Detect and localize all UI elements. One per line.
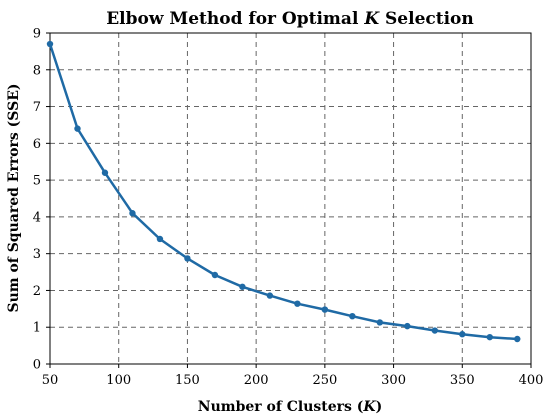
x-tick-label: 150 [175, 373, 200, 388]
y-tick-label: 9 [33, 27, 41, 42]
data-point [349, 312, 356, 320]
grid-lines [50, 33, 531, 364]
data-point [101, 169, 109, 176]
data-point [431, 327, 438, 334]
data-point [211, 271, 219, 279]
y-tick-label: 7 [33, 100, 41, 115]
y-tick-label: 0 [33, 358, 41, 373]
y-tick-label: 6 [33, 137, 41, 152]
chart-title: Elbow Method for Optimal K Selection [106, 9, 474, 29]
x-tick-label: 400 [519, 373, 544, 388]
plot-frame [49, 32, 532, 365]
data-point [239, 283, 246, 290]
x-axis-label: Number of Clusters (K) [198, 399, 382, 415]
data-point [514, 335, 521, 343]
data-point [156, 235, 164, 243]
x-tick-label: 200 [244, 373, 269, 388]
axis-ticks: 50 100 150 200 250 300 350 400 0 1 2 3 4 5 6 7 8 9 [33, 27, 544, 389]
data-point [486, 333, 493, 341]
x-tick-label: 100 [106, 373, 131, 388]
data-point [74, 125, 81, 132]
x-tick-label: 300 [381, 373, 406, 388]
x-tick-label: 50 [42, 373, 59, 388]
y-tick-label: 4 [33, 210, 41, 225]
data-point [266, 292, 274, 299]
y-tick-label: 1 [33, 321, 41, 336]
data-point [459, 331, 466, 338]
data-point [321, 306, 329, 313]
y-tick-label: 3 [33, 247, 41, 262]
x-tick-label: 250 [312, 373, 337, 388]
data-point [46, 40, 54, 48]
sse-series-line [48, 42, 519, 341]
y-tick-label: 8 [33, 63, 41, 78]
data-point [129, 210, 136, 217]
y-axis-label: Sum of Squared Errors (SSE) [6, 83, 22, 312]
data-point [184, 255, 191, 262]
data-point [294, 300, 301, 307]
x-tick-label: 350 [450, 373, 475, 388]
y-tick-label: 2 [33, 284, 41, 299]
series-layer [46, 40, 521, 343]
data-point [376, 319, 384, 326]
data-point [404, 322, 411, 330]
y-tick-label: 5 [33, 174, 41, 189]
